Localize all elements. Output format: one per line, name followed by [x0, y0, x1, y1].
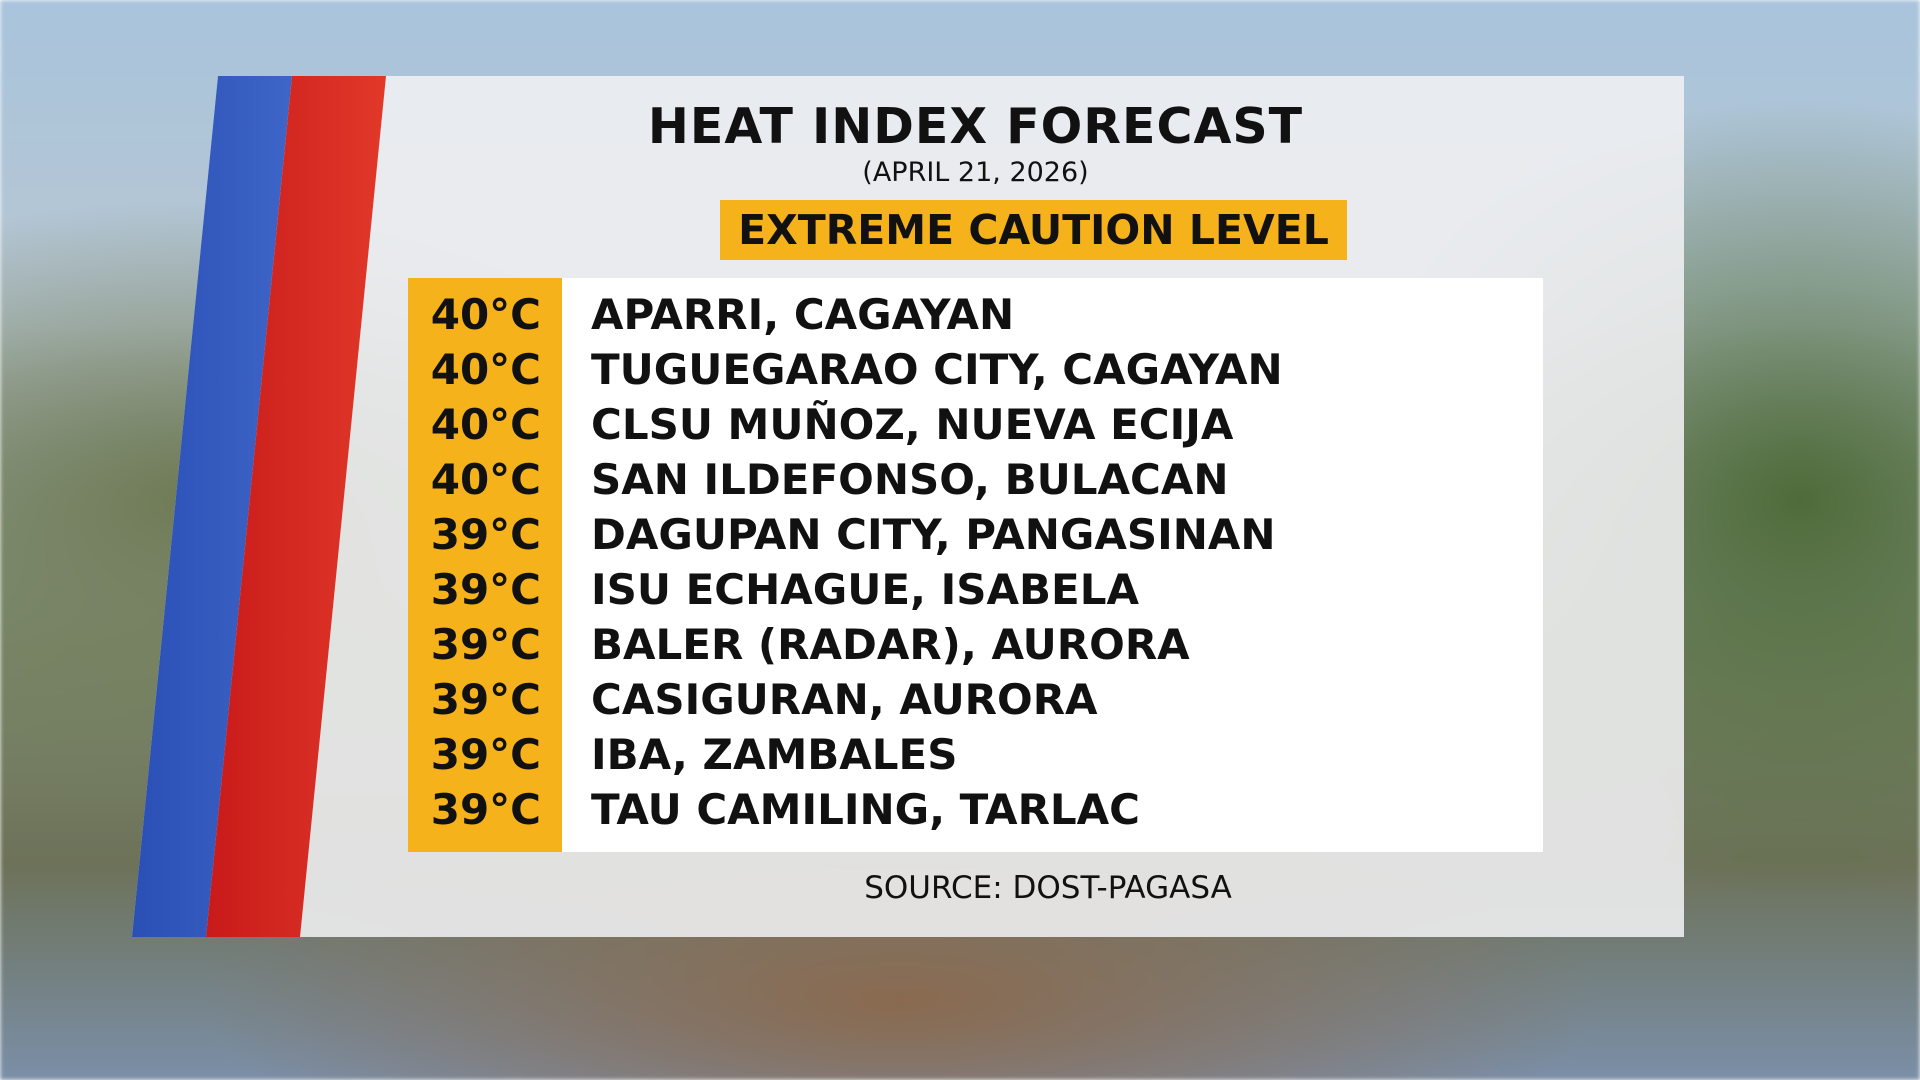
temperature: 40°C — [430, 345, 541, 394]
temperature: 40°C — [430, 290, 541, 339]
source: SOURCE: DOST-PAGASA — [864, 870, 1232, 906]
date: (APRIL 21, 2026) — [862, 157, 1089, 188]
title: HEAT INDEX FORECAST — [647, 98, 1304, 155]
location: TAU CAMILING, TARLAC — [591, 785, 1140, 834]
temperature: 40°C — [430, 400, 541, 449]
location: CLSU MUÑOZ, NUEVA ECIJA — [591, 400, 1234, 449]
location: BALER (RADAR), AURORA — [591, 620, 1190, 669]
temperature: 39°C — [430, 785, 541, 834]
location: ISU ECHAGUE, ISABELA — [591, 565, 1139, 614]
location: CASIGURAN, AURORA — [591, 675, 1098, 724]
temperature-column — [408, 278, 562, 852]
location: SAN ILDEFONSO, BULACAN — [591, 455, 1229, 504]
location: APARRI, CAGAYAN — [591, 290, 1015, 339]
temperature: 39°C — [430, 565, 541, 614]
temperature: 39°C — [430, 620, 541, 669]
temperature: 40°C — [430, 455, 541, 504]
level-label: EXTREME CAUTION LEVEL — [720, 200, 1347, 260]
table: 40°C APARRI, CAGAYAN 40°C TUGUEGARAO CITY, … — [408, 278, 1543, 852]
temperature: 39°C — [430, 675, 541, 724]
location: IBA, ZAMBALES — [591, 730, 958, 779]
location: DAGUPAN CITY, PANGASINAN — [591, 510, 1276, 559]
location: TUGUEGARAO CITY, CAGAYAN — [591, 345, 1283, 394]
temperature: 39°C — [430, 730, 541, 779]
temperature: 39°C — [430, 510, 541, 559]
